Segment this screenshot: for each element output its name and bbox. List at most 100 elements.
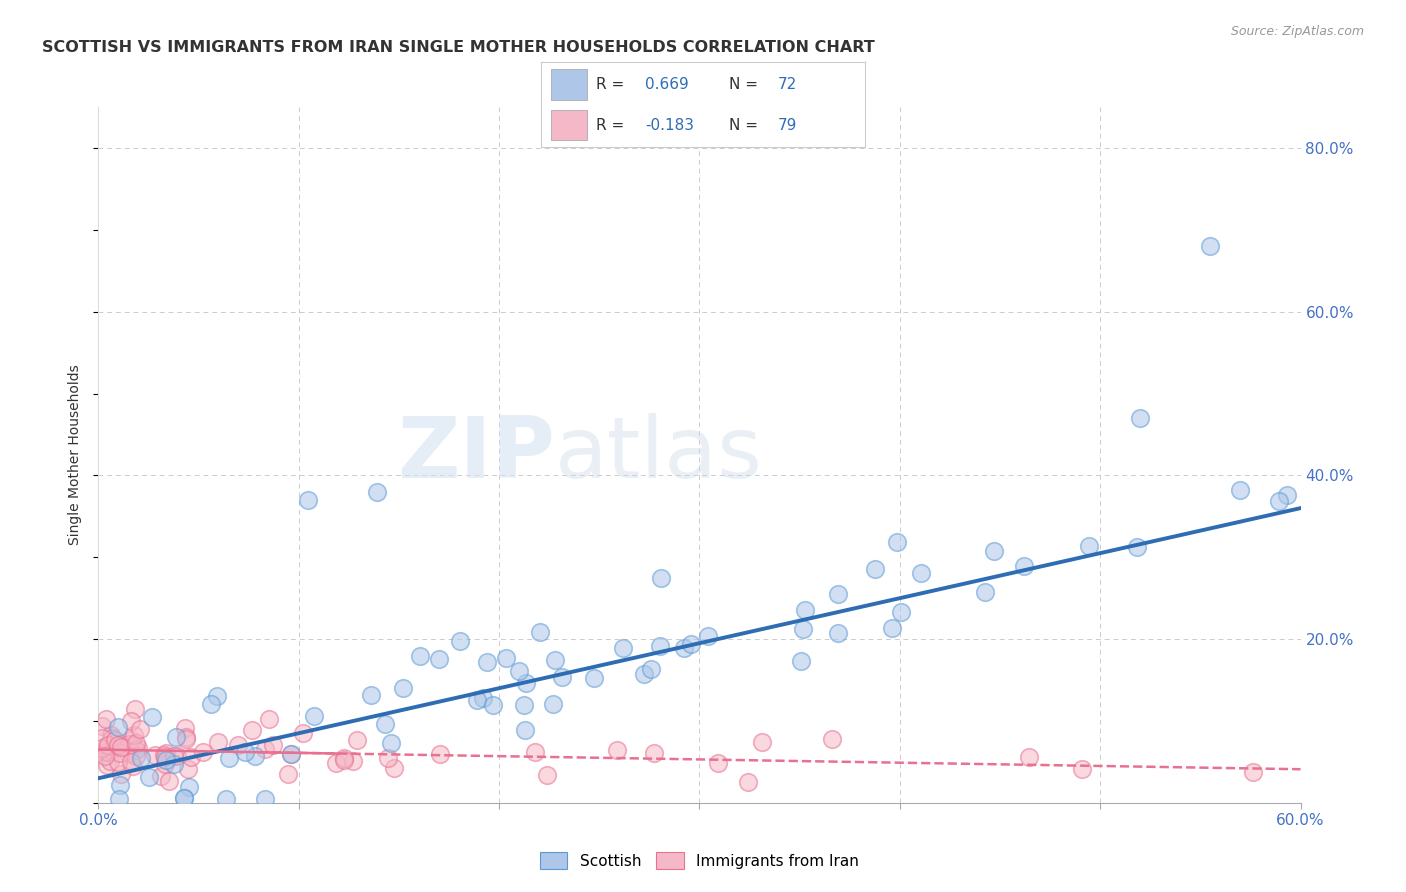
Point <box>117 747 139 761</box>
Point <box>429 747 451 762</box>
Point <box>973 585 995 599</box>
Point <box>157 774 180 789</box>
Point <box>582 671 605 685</box>
Y-axis label: Single Mother Households: Single Mother Households <box>69 365 83 545</box>
Point <box>427 652 450 666</box>
Point <box>640 662 662 676</box>
Point <box>127 741 149 756</box>
Point <box>643 746 665 760</box>
Point <box>890 605 912 619</box>
Point <box>107 739 129 753</box>
Point <box>751 735 773 749</box>
Point <box>325 756 347 771</box>
Point <box>541 698 564 712</box>
Point <box>508 665 530 679</box>
Point <box>108 747 131 761</box>
Point <box>214 791 236 805</box>
Text: R =: R = <box>596 77 630 92</box>
Point <box>366 484 388 499</box>
Point <box>648 639 671 653</box>
Point <box>96 739 118 754</box>
Point <box>155 753 177 767</box>
Point <box>180 749 202 764</box>
Point <box>120 732 142 747</box>
Point <box>257 712 280 726</box>
Point <box>827 626 849 640</box>
Point <box>297 492 319 507</box>
Point <box>612 640 634 655</box>
Point <box>1078 540 1101 554</box>
Point <box>110 766 132 780</box>
Point <box>377 751 399 765</box>
Point <box>150 768 173 782</box>
Point <box>737 775 759 789</box>
Point <box>790 654 813 668</box>
Point <box>529 625 551 640</box>
Point <box>173 790 195 805</box>
Point <box>200 697 222 711</box>
Text: Source: ZipAtlas.com: Source: ZipAtlas.com <box>1230 25 1364 38</box>
Point <box>792 622 814 636</box>
Point <box>97 738 120 752</box>
Point <box>550 670 572 684</box>
Point <box>226 738 249 752</box>
Point <box>97 745 120 759</box>
Point <box>827 587 849 601</box>
Point <box>673 641 696 656</box>
Point <box>176 730 198 744</box>
Point <box>101 742 124 756</box>
Point <box>1018 749 1040 764</box>
Point <box>679 637 702 651</box>
Point <box>392 681 415 696</box>
Point <box>1229 483 1251 498</box>
Text: N =: N = <box>728 118 762 133</box>
Point <box>482 698 505 712</box>
Point <box>910 566 932 580</box>
Point <box>98 754 121 768</box>
Point <box>233 745 256 759</box>
Point <box>141 710 163 724</box>
Point <box>124 736 146 750</box>
Point <box>120 714 142 728</box>
Point <box>108 791 131 805</box>
Point <box>218 751 240 765</box>
Point <box>93 745 115 759</box>
Point <box>536 768 558 782</box>
Point <box>886 534 908 549</box>
Point <box>253 742 276 756</box>
Point <box>96 758 118 772</box>
Point <box>118 737 141 751</box>
Point <box>93 748 115 763</box>
Point <box>129 751 152 765</box>
Point <box>1241 764 1264 779</box>
Point <box>122 739 145 753</box>
Point <box>650 571 672 585</box>
Point <box>177 762 200 776</box>
Point <box>262 739 284 753</box>
Point <box>1126 541 1149 555</box>
Point <box>242 723 264 738</box>
Point <box>983 544 1005 558</box>
Point <box>138 770 160 784</box>
Point <box>207 735 229 749</box>
Point <box>449 633 471 648</box>
Point <box>1275 488 1298 502</box>
Text: 0.669: 0.669 <box>645 77 689 92</box>
Point <box>145 747 167 762</box>
Point <box>152 748 174 763</box>
Legend: Scottish, Immigrants from Iran: Scottish, Immigrants from Iran <box>534 847 865 875</box>
Point <box>124 702 146 716</box>
Point <box>101 731 124 745</box>
Point <box>820 732 842 747</box>
Text: 72: 72 <box>778 77 797 92</box>
Point <box>100 743 122 757</box>
Point <box>1012 559 1035 574</box>
Text: atlas: atlas <box>555 413 763 497</box>
Point <box>475 655 498 669</box>
Point <box>512 698 534 712</box>
Point <box>253 791 276 805</box>
Point <box>380 736 402 750</box>
Point <box>382 761 405 775</box>
Point <box>90 741 112 756</box>
Point <box>408 648 430 663</box>
